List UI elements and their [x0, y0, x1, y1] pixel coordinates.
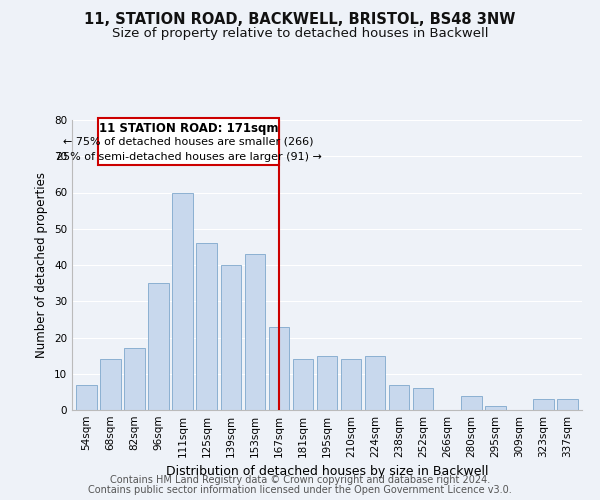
- Bar: [293, 359, 313, 410]
- Bar: [533, 399, 554, 410]
- Bar: [100, 359, 121, 410]
- Bar: [245, 254, 265, 410]
- Text: 11 STATION ROAD: 171sqm: 11 STATION ROAD: 171sqm: [99, 122, 278, 135]
- Y-axis label: Number of detached properties: Number of detached properties: [35, 172, 49, 358]
- X-axis label: Distribution of detached houses by size in Backwell: Distribution of detached houses by size …: [166, 466, 488, 478]
- FancyBboxPatch shape: [98, 118, 279, 166]
- Bar: [389, 384, 409, 410]
- Bar: [172, 192, 193, 410]
- Bar: [221, 265, 241, 410]
- Text: 11, STATION ROAD, BACKWELL, BRISTOL, BS48 3NW: 11, STATION ROAD, BACKWELL, BRISTOL, BS4…: [85, 12, 515, 28]
- Text: 25% of semi-detached houses are larger (91) →: 25% of semi-detached houses are larger (…: [56, 152, 322, 162]
- Text: Contains public sector information licensed under the Open Government Licence v3: Contains public sector information licen…: [88, 485, 512, 495]
- Bar: [557, 399, 578, 410]
- Bar: [341, 359, 361, 410]
- Text: Contains HM Land Registry data © Crown copyright and database right 2024.: Contains HM Land Registry data © Crown c…: [110, 475, 490, 485]
- Bar: [485, 406, 506, 410]
- Bar: [413, 388, 433, 410]
- Bar: [76, 384, 97, 410]
- Bar: [196, 244, 217, 410]
- Bar: [365, 356, 385, 410]
- Bar: [148, 283, 169, 410]
- Text: ← 75% of detached houses are smaller (266): ← 75% of detached houses are smaller (26…: [64, 136, 314, 146]
- Bar: [269, 326, 289, 410]
- Text: Size of property relative to detached houses in Backwell: Size of property relative to detached ho…: [112, 28, 488, 40]
- Bar: [124, 348, 145, 410]
- Bar: [317, 356, 337, 410]
- Bar: [461, 396, 482, 410]
